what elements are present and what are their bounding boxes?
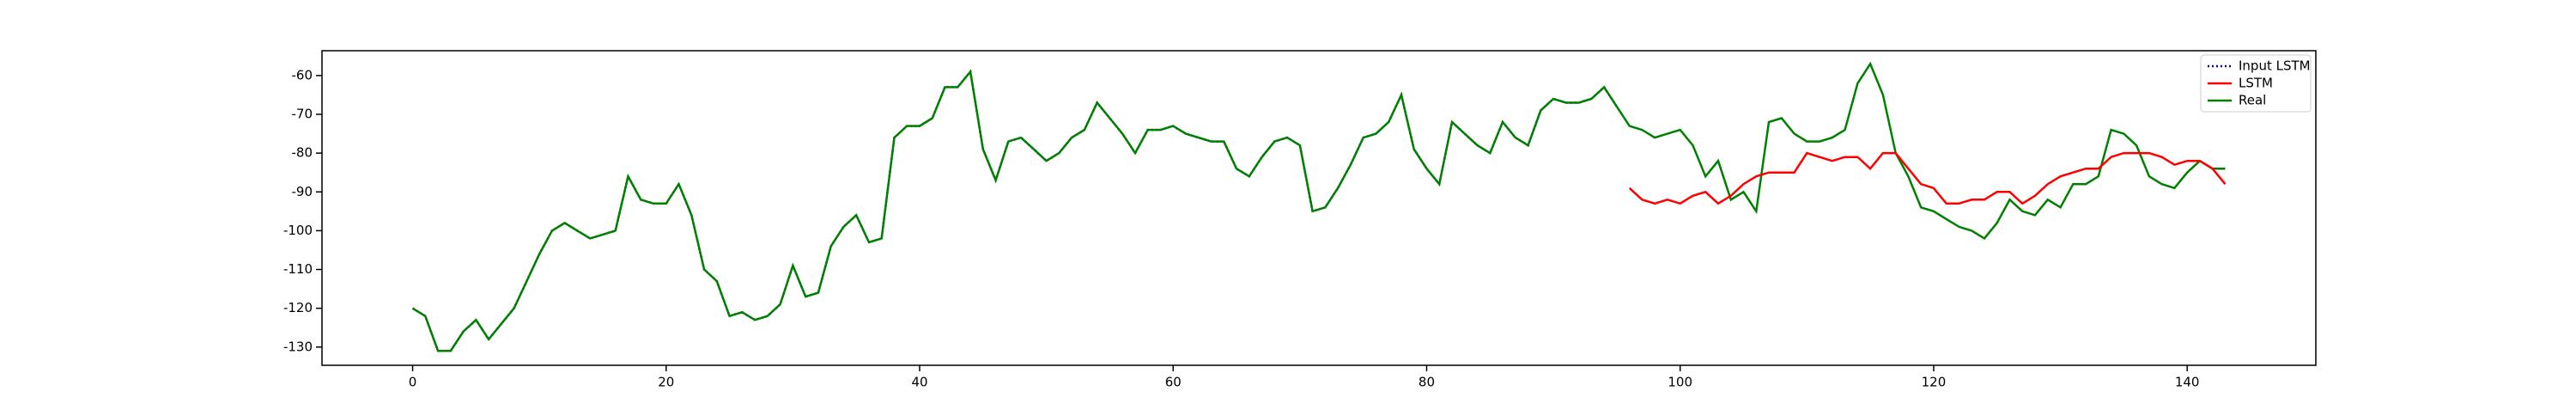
x-tick-label: 20	[658, 375, 674, 390]
legend-label: LSTM	[2239, 76, 2273, 91]
legend-label: Real	[2239, 93, 2266, 108]
y-tick-label: -100	[283, 223, 313, 238]
x-tick-label: 60	[1165, 375, 1182, 390]
plot-frame	[321, 50, 2317, 366]
y-tick-label: -110	[283, 261, 313, 277]
y-tick-label: -80	[292, 145, 313, 161]
y-tick-label: -60	[292, 67, 313, 83]
line-series	[411, 61, 2226, 352]
x-tick-label: 0	[409, 375, 417, 390]
y-tick-label: -70	[292, 107, 313, 122]
line-series	[1628, 151, 2227, 205]
y-tick-label: -90	[292, 184, 313, 199]
y-tick-label: -130	[283, 339, 313, 354]
x-tick-label: 120	[1922, 375, 1947, 390]
line-series	[411, 69, 1618, 352]
legend-box	[2200, 54, 2312, 113]
x-tick-label: 40	[911, 375, 927, 390]
y-tick-label: -120	[283, 300, 313, 315]
legend-label: Input LSTM	[2239, 58, 2311, 74]
x-tick-label: 80	[1419, 375, 1435, 390]
x-tick-label: 140	[2175, 375, 2200, 390]
x-tick-label: 100	[1668, 375, 1692, 390]
